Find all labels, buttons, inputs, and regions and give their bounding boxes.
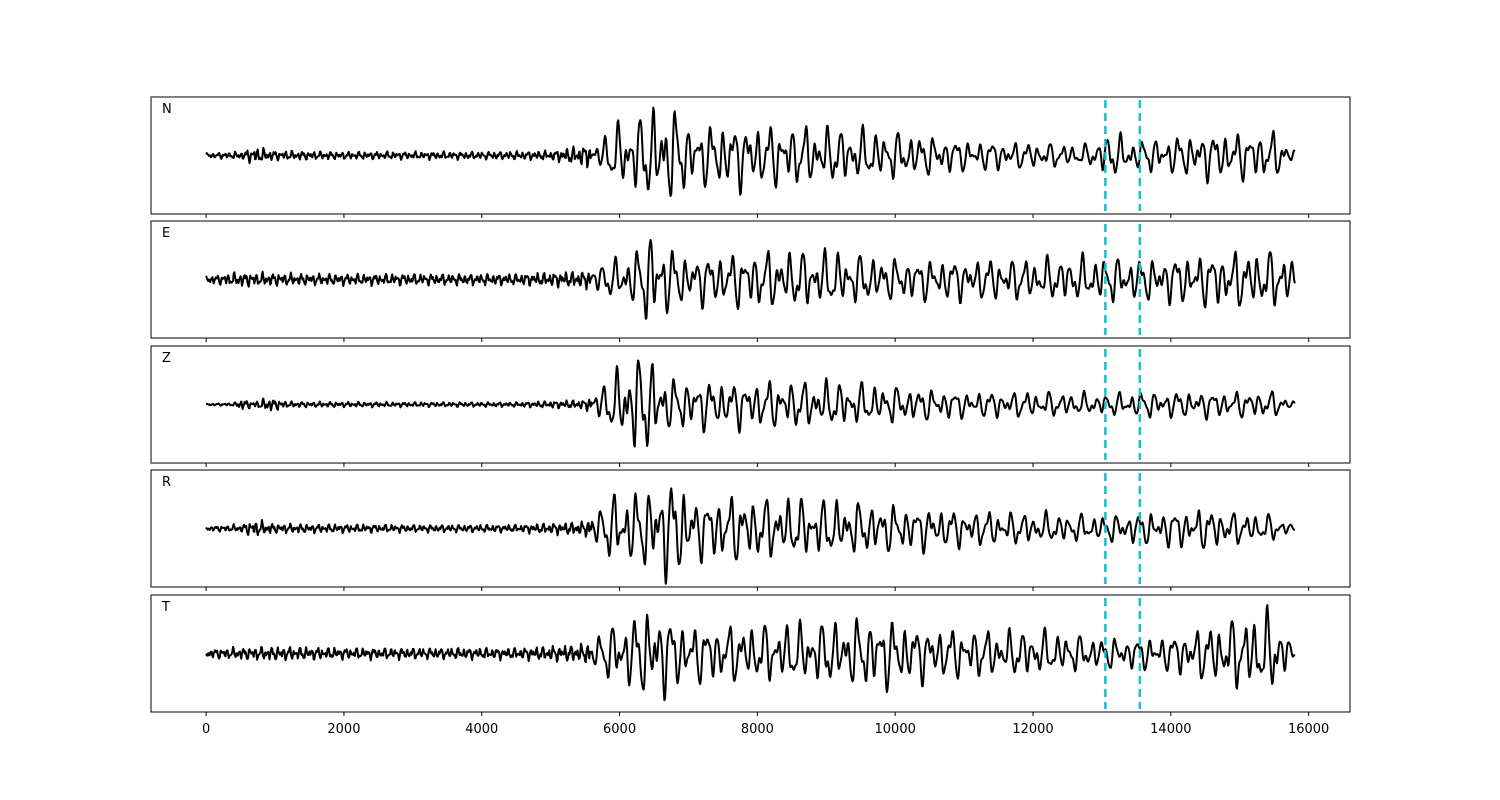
panel-label: T bbox=[161, 600, 170, 615]
panel-frame bbox=[150, 220, 1351, 339]
waveform-trace-z bbox=[205, 359, 1296, 448]
x-tick-label: 12000 bbox=[1012, 722, 1053, 737]
x-tick-label: 10000 bbox=[875, 722, 916, 737]
x-tick-label: 14000 bbox=[1150, 722, 1191, 737]
waveform-trace-n bbox=[205, 106, 1296, 197]
trace-panels: N E Z R T bbox=[150, 96, 1351, 716]
waveform-trace-e bbox=[205, 239, 1296, 320]
x-axis: 0 2000 4000 6000 8000 10000 12000 14000 16000 bbox=[202, 722, 1329, 737]
panel-label: E bbox=[162, 226, 170, 241]
x-tick-label: 6000 bbox=[603, 722, 636, 737]
panel-frame bbox=[150, 345, 1351, 464]
trace-panel-t: T bbox=[150, 594, 1351, 716]
x-tick-label: 4000 bbox=[465, 722, 498, 737]
x-tick-label: 0 bbox=[202, 722, 210, 737]
trace-panel-n: N bbox=[150, 96, 1351, 218]
trace-panel-z: Z bbox=[150, 345, 1351, 467]
x-tick-label: 8000 bbox=[741, 722, 774, 737]
waveform-trace-t bbox=[205, 604, 1296, 702]
trace-panel-r: R bbox=[150, 469, 1351, 591]
panel-frame bbox=[150, 96, 1351, 215]
panel-label: N bbox=[162, 102, 172, 117]
waveform-trace-r bbox=[205, 487, 1296, 585]
panel-label: Z bbox=[162, 351, 171, 366]
panel-label: R bbox=[162, 475, 171, 490]
x-tick-label: 2000 bbox=[327, 722, 360, 737]
panel-frame bbox=[150, 469, 1351, 588]
trace-panel-e: E bbox=[150, 220, 1351, 342]
x-tick-label: 16000 bbox=[1288, 722, 1329, 737]
panel-frame bbox=[150, 594, 1351, 713]
